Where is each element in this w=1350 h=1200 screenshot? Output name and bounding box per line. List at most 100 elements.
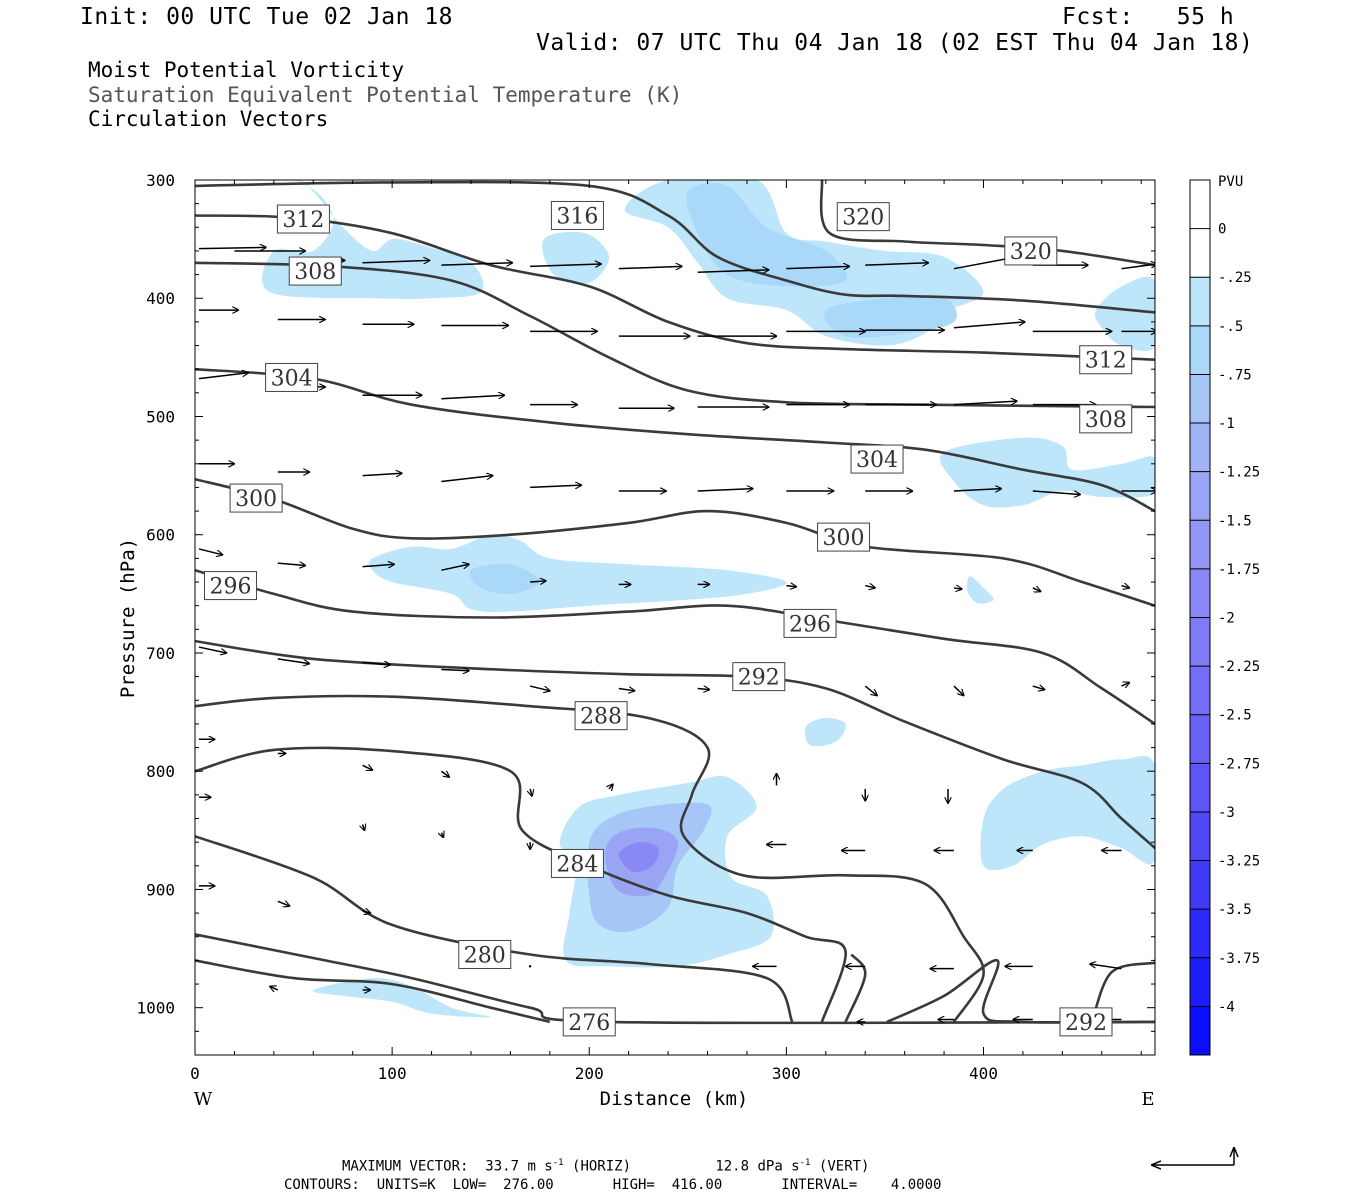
theta-label-text: 292: [738, 666, 780, 691]
theta-label-276-17: 276: [562, 1007, 616, 1037]
pv-region-10: [804, 717, 846, 747]
colorbar-swatch-7: [1190, 520, 1210, 570]
x-left-end-label: W: [194, 1089, 213, 1110]
theta-label-312-6: 312: [1079, 345, 1133, 375]
vector-66: [697, 688, 710, 689]
colorbar-label-10: -2.5: [1218, 708, 1252, 724]
vector-7: [697, 270, 769, 272]
theta-label-text: 280: [464, 943, 506, 968]
x-tick-label-400: 400: [969, 1064, 998, 1083]
theta-contour-296-6: [195, 568, 1155, 725]
theta-label-308-4: 308: [288, 256, 342, 286]
axes: 300 400 500 600 700 800 900 1000 0 100 200 300 400: [136, 171, 1155, 1083]
theta-label-text: 304: [856, 448, 898, 473]
theta-contour-312-2: [195, 214, 1155, 361]
theta-label-text: 320: [1010, 240, 1052, 265]
vector-42: [697, 489, 753, 491]
theta-label-box: [574, 701, 628, 731]
pv-region-5: [1094, 276, 1155, 352]
x-tick-label-200: 200: [575, 1064, 604, 1083]
pv-region-4: [824, 295, 957, 338]
vector-73: [362, 765, 373, 770]
theta-label-text: 292: [1065, 1011, 1107, 1036]
theta-label-text: 284: [556, 852, 598, 877]
theta-label-box: [562, 1007, 616, 1037]
colorbar-label-0: 0: [1218, 222, 1226, 238]
vector-62: [362, 662, 391, 664]
vector-74: [440, 771, 449, 777]
vector-64: [529, 685, 550, 691]
field-title-theta: Saturation Equivalent Potential Temperat…: [88, 83, 683, 107]
colorbar-label-15: -3.75: [1218, 951, 1260, 967]
theta-label-280-16: 280: [458, 939, 512, 969]
theta-label-box: [265, 362, 319, 392]
contour-info: CONTOURS: UNITS=K LOW= 276.00 HIGH= 416.…: [284, 1177, 942, 1193]
colorbar-label-16: -4: [1218, 999, 1235, 1015]
colorbar-label-7: -1.75: [1218, 562, 1260, 578]
theta-label-box: [783, 608, 837, 638]
colorbar-label-6: -1.5: [1218, 513, 1252, 529]
colorbar-swatch-16: [1190, 957, 1210, 1007]
vector-50: [362, 564, 395, 566]
vector-9: [865, 263, 928, 265]
vector-38: [362, 473, 402, 475]
theta-contours: [195, 180, 1155, 1025]
x-tick-label-100: 100: [378, 1064, 407, 1083]
vector-56: [865, 586, 875, 588]
theta-label-304-5: 304: [265, 362, 319, 392]
theta-label-box: [229, 483, 283, 513]
colorbar-label-11: -2.75: [1218, 756, 1260, 772]
x-right-end-label: E: [1141, 1089, 1154, 1110]
y-tick-label-700: 700: [146, 644, 175, 663]
colorbar-swatch-6: [1190, 471, 1210, 521]
forecast-hour: Fcst: 55 h: [1062, 4, 1235, 30]
theta-label-box: [1079, 345, 1133, 375]
colorbar-swatch-10: [1190, 666, 1210, 716]
pv-region-9: [967, 576, 994, 604]
theta-label-text: 308: [294, 260, 336, 285]
colorbar-swatch-15: [1190, 909, 1210, 959]
vector-28: [441, 395, 504, 400]
theta-contour-304-4: [195, 367, 1155, 513]
colorbar: 0 -.25 -.5 -.75 -1 -1.25 -1.5 -1.75 -2 -2.25 -2.5 -…: [1189, 179, 1260, 1056]
theta-contour-292-7: [195, 639, 1155, 850]
vector-46: [1032, 490, 1080, 495]
colorbar-swatch-4: [1190, 374, 1210, 424]
circulation-vectors: [198, 247, 1155, 1021]
vector-34: [953, 401, 1017, 406]
theta-contour-300-5: [195, 477, 1155, 607]
vector-76: [609, 784, 613, 789]
vector-49: [277, 563, 306, 565]
theta-label-text: 312: [1085, 349, 1127, 374]
vector-6: [618, 266, 682, 268]
vector-51: [441, 564, 469, 571]
vector-57: [953, 588, 962, 589]
theta-label-text: 316: [556, 204, 598, 229]
vector-69: [1032, 686, 1045, 690]
theta-label-box: [458, 939, 512, 969]
theta-label-300-9: 300: [229, 483, 283, 513]
vector-70: [1121, 683, 1129, 687]
colorbar-label-13: -3.25: [1218, 854, 1260, 870]
plot-frame: [194, 179, 1156, 1056]
vector-63: [441, 670, 469, 671]
y-tick-label-800: 800: [146, 762, 175, 781]
vector-39: [441, 476, 492, 483]
colorbar-unit: PVU: [1218, 174, 1243, 190]
theta-label-320-3: 320: [1004, 236, 1058, 266]
theta-contour-seg-13: [195, 959, 551, 1024]
max-vector-horiz-unit: (HORIZ): [572, 1158, 632, 1175]
x-axis-label: Distance (km): [600, 1088, 749, 1110]
vector-97: [1090, 964, 1122, 970]
theta-label-320-2: 320: [836, 202, 890, 232]
vector-98: [270, 986, 279, 990]
theta-label-box: [203, 571, 257, 601]
field-title-pv: Moist Potential Vorticity: [88, 58, 405, 82]
vector-0: [198, 247, 266, 248]
theta-label-text: 288: [580, 705, 622, 730]
colorbar-label-2: -.5: [1218, 319, 1243, 335]
vector-55: [786, 586, 796, 587]
theta-contour-280-10: [195, 835, 794, 1023]
colorbar-swatch-3: [1190, 325, 1210, 375]
